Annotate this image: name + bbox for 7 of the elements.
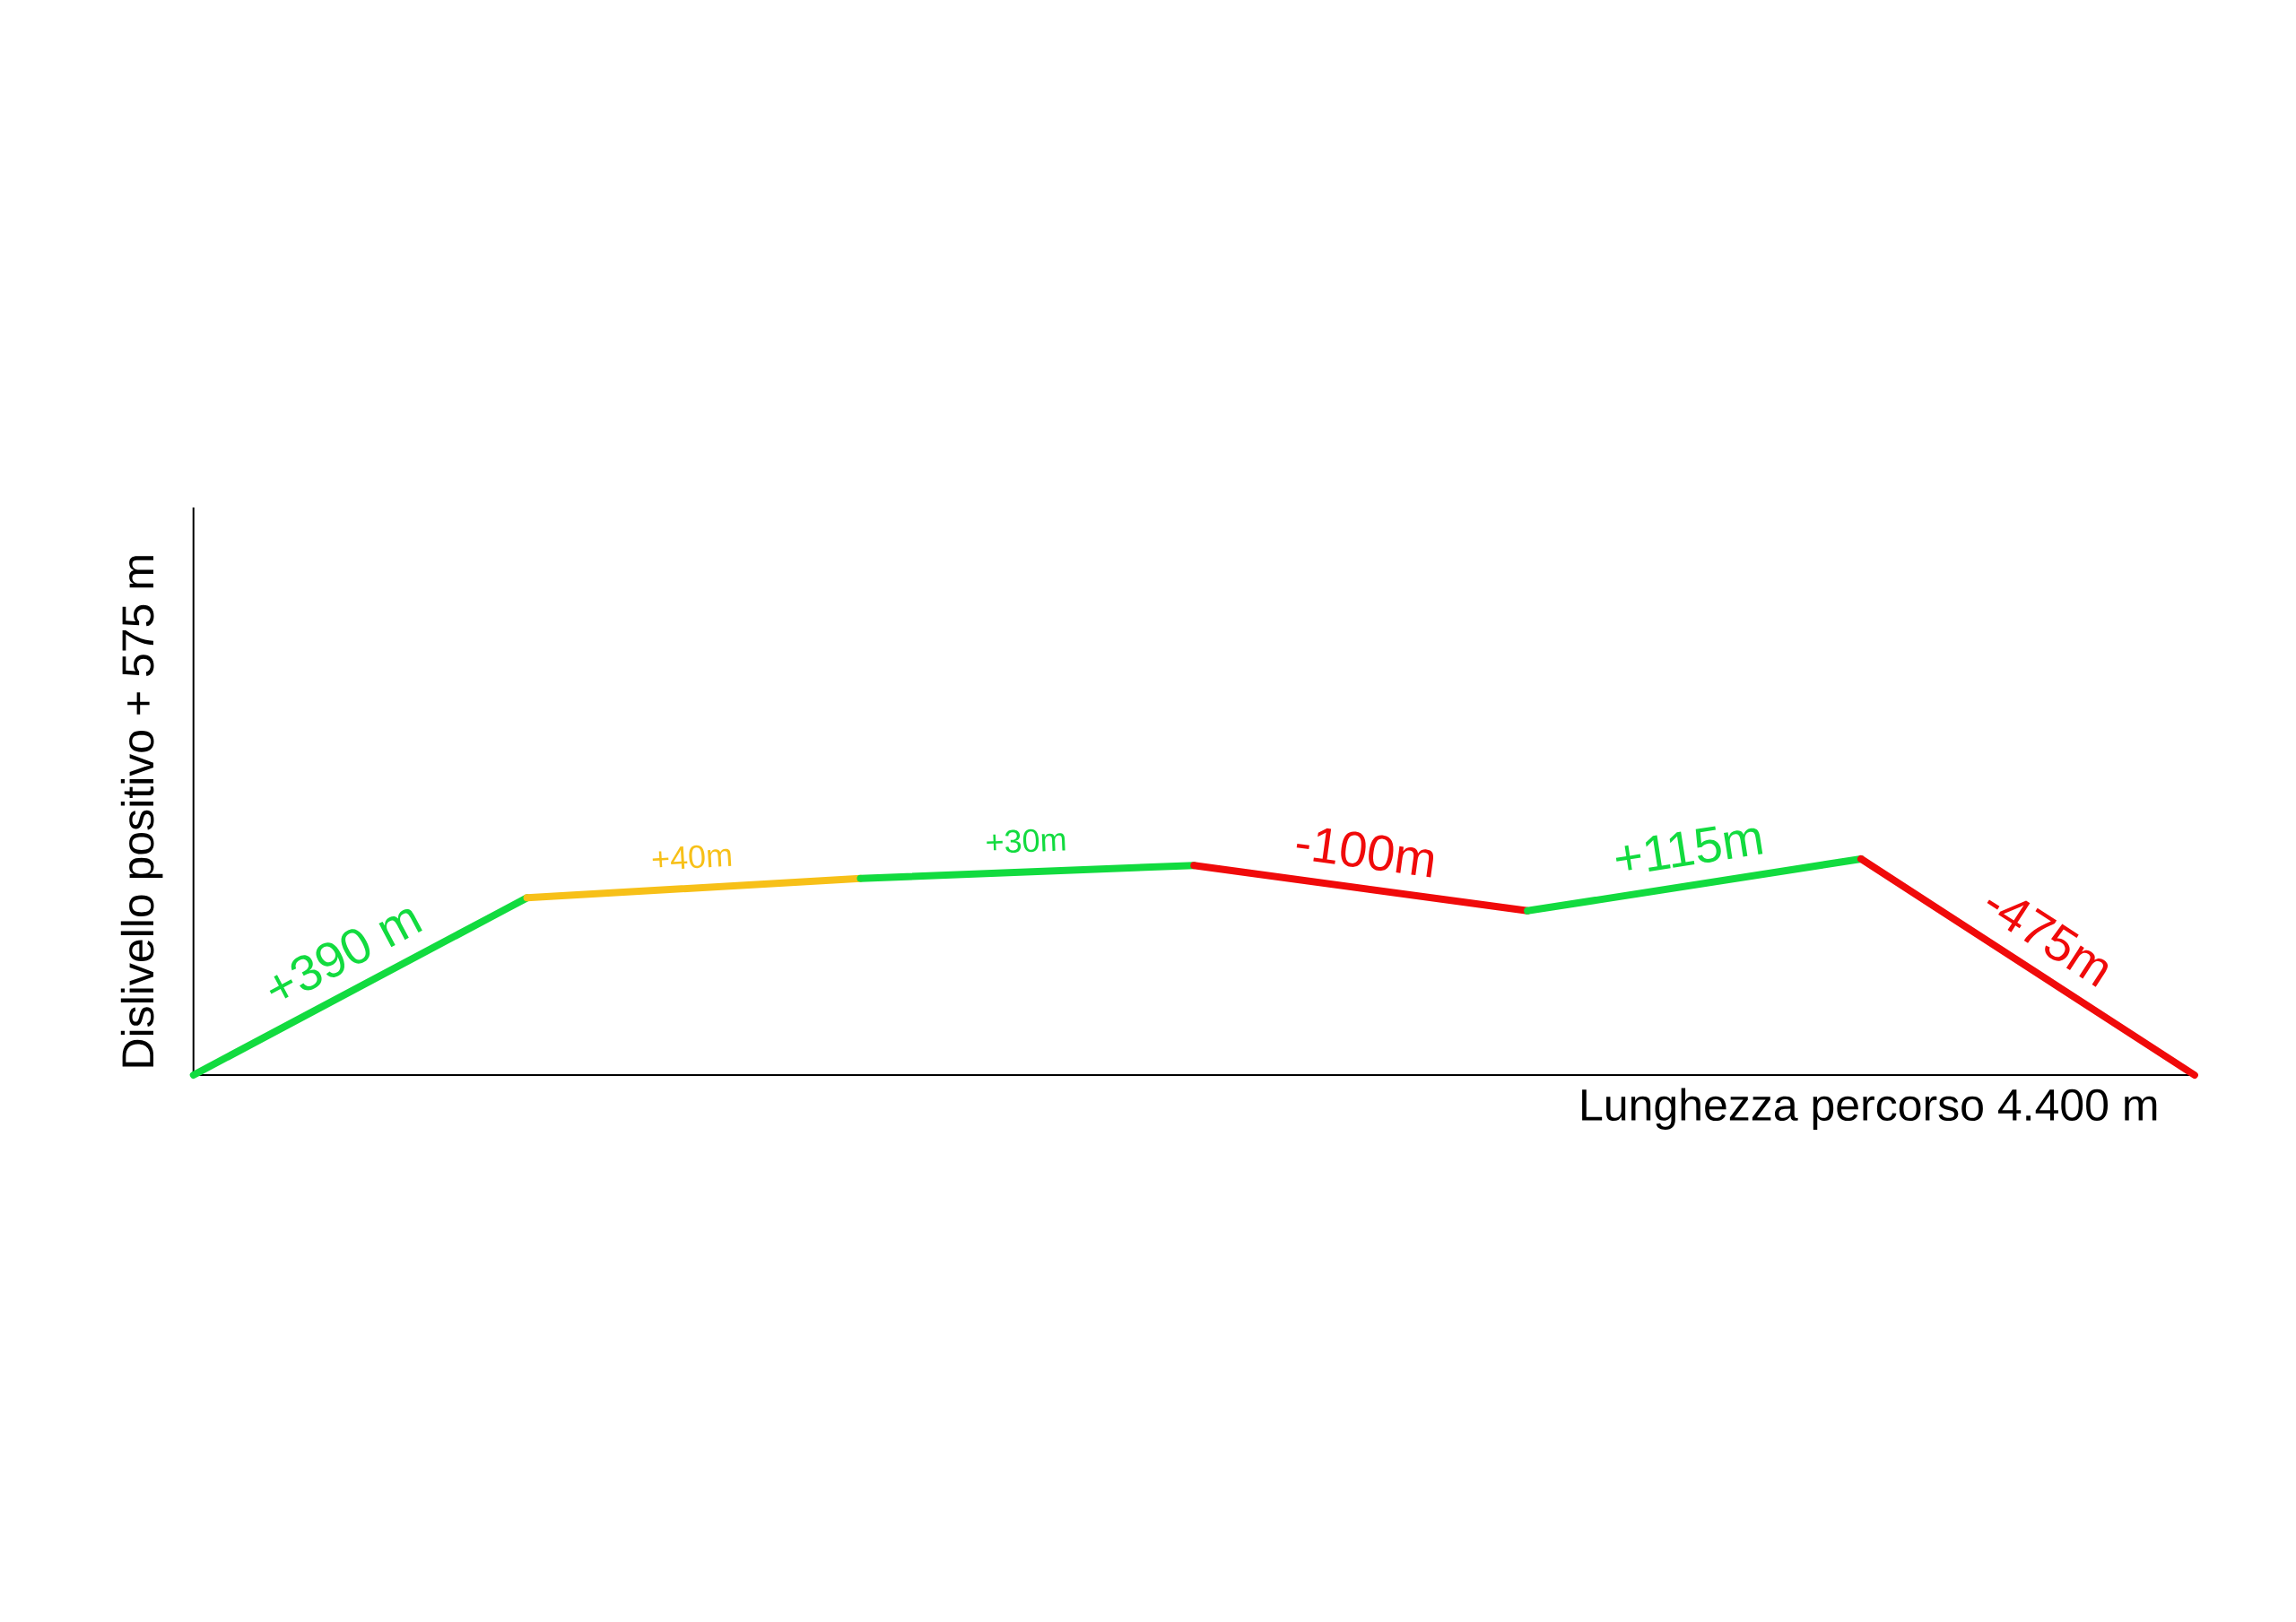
y-axis-title: Dislivello positivo + 575 m — [120, 556, 163, 1067]
series-label: +30m — [987, 828, 1065, 854]
series-label: +40m — [652, 845, 732, 869]
text: -100m — [1296, 828, 1434, 878]
x-axis-title: Lunghezza percorso 4.400 m — [1582, 1088, 2157, 1130]
text: +115m — [1615, 826, 1763, 872]
text: +390 m — [269, 908, 422, 999]
